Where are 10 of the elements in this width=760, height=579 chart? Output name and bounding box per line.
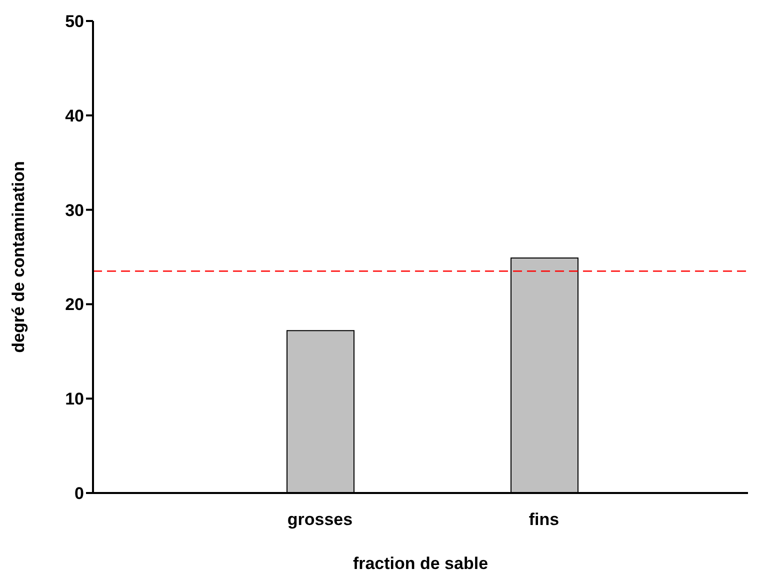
y-tick-label: 10 — [65, 390, 84, 409]
y-tick-label: 0 — [74, 484, 84, 504]
y-tick-label: 40 — [65, 106, 84, 126]
y-tick-label: 50 — [65, 12, 84, 32]
y-tick-label: 30 — [65, 200, 84, 220]
y-axis-title: degré de contamination — [9, 161, 28, 353]
x-axis-title: fraction de sable — [352, 554, 488, 573]
x-tick-label: grosses — [287, 510, 353, 530]
y-tick-label: 20 — [65, 295, 84, 314]
x-tick-label: fins — [528, 510, 560, 530]
